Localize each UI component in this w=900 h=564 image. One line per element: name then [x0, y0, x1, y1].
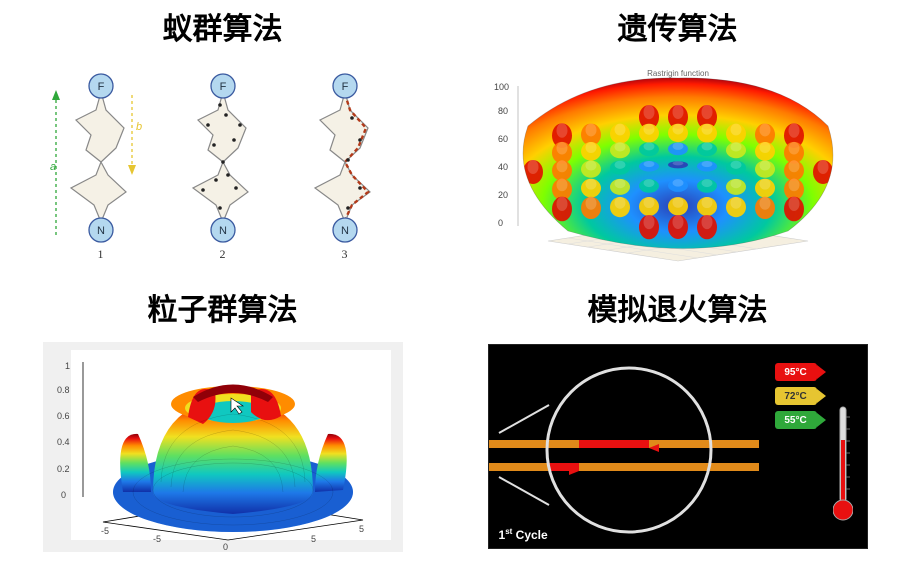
- figure-ant: a b F N: [10, 52, 435, 279]
- ant-stage-label: 2: [220, 247, 226, 262]
- ant-stage-label: 1: [98, 247, 104, 262]
- ant-path-shape: [71, 92, 126, 222]
- ga-caption: Rastrigin function: [647, 69, 709, 78]
- panel-genetic: 遗传算法: [465, 4, 890, 279]
- svg-text:0.8: 0.8: [57, 385, 70, 395]
- panel-pso: 粒子群算法: [10, 285, 435, 560]
- svg-text:F: F: [219, 81, 226, 93]
- ant-stage-2: F N 2: [168, 70, 278, 262]
- svg-text:N: N: [219, 225, 227, 237]
- svg-text:80: 80: [498, 106, 508, 116]
- svg-text:-5: -5: [101, 526, 109, 536]
- primer-fragment: [579, 440, 649, 448]
- svg-text:0.6: 0.6: [57, 411, 70, 421]
- svg-text:40: 40: [498, 162, 508, 172]
- ant-label-a: a: [50, 161, 56, 173]
- temp-pill-mid: 72°C: [775, 387, 817, 405]
- svg-text:100: 100: [494, 82, 509, 92]
- svg-text:N: N: [97, 225, 105, 237]
- sa-caption: 1st Cycle: [499, 527, 548, 542]
- magnify-circle: [547, 368, 711, 532]
- svg-text:-5: -5: [153, 534, 161, 544]
- svg-text:N: N: [341, 225, 349, 237]
- svg-text:0.4: 0.4: [57, 437, 70, 447]
- svg-text:0.2: 0.2: [57, 464, 70, 474]
- title-sa: 模拟退火算法: [588, 285, 768, 329]
- svg-text:0: 0: [498, 218, 503, 228]
- svg-text:5: 5: [311, 534, 316, 544]
- svg-text:F: F: [341, 81, 348, 93]
- svg-text:1: 1: [65, 361, 70, 371]
- ga-surface: [488, 66, 868, 266]
- ant-stage-1: a b F N: [46, 70, 156, 262]
- figure-sa: 95°C 72°C 55°C: [465, 333, 890, 560]
- svg-text:5: 5: [359, 524, 364, 534]
- temp-pill-hot: 95°C: [775, 363, 817, 381]
- svg-text:0: 0: [223, 542, 228, 552]
- figure-ga: Rastrigin function 0 20 40 60 80 100: [465, 52, 890, 279]
- ga-z-axis: 0 20 40 60 80 100: [494, 82, 518, 228]
- panel-ant-colony: 蚁群算法 a b: [10, 4, 435, 279]
- ant-stage-label: 3: [342, 247, 348, 262]
- figure-pso: 0 0.2 0.4 0.6 0.8 1 -5 0 5 -5 5: [10, 333, 435, 560]
- ant-label-b: b: [136, 121, 142, 133]
- svg-text:0: 0: [61, 490, 66, 500]
- title-pso: 粒子群算法: [148, 285, 298, 329]
- panel-sa: 模拟退火算法: [465, 285, 890, 560]
- ant-stage-3: F N 3: [290, 70, 400, 262]
- title-ant: 蚁群算法: [163, 4, 283, 48]
- title-ga: 遗传算法: [618, 4, 738, 48]
- dna-strand: [489, 463, 759, 471]
- svg-text:60: 60: [498, 134, 508, 144]
- svg-text:F: F: [97, 81, 104, 93]
- thermometer-icon: [833, 405, 853, 525]
- svg-text:20: 20: [498, 190, 508, 200]
- temp-pill-low: 55°C: [775, 411, 817, 429]
